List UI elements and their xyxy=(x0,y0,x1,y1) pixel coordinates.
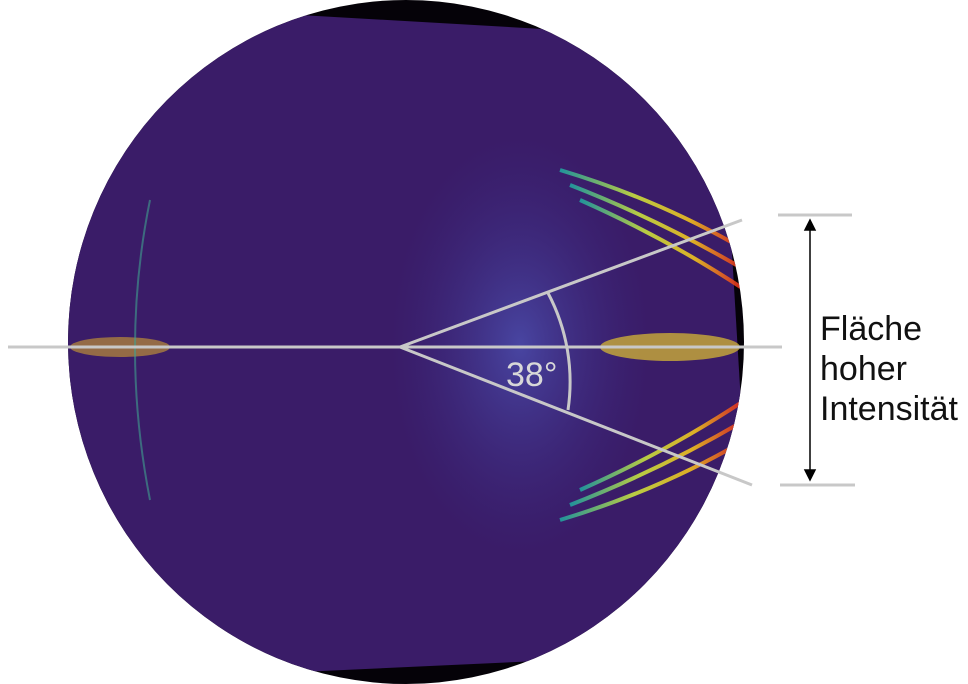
annotation-line: hoher xyxy=(820,350,907,388)
guide-lines xyxy=(8,213,855,487)
annotation-line: Fläche xyxy=(820,310,922,348)
dimension-arrow xyxy=(803,218,817,482)
angle-label: 38° xyxy=(506,356,557,394)
annotation-line: Intensität xyxy=(820,390,959,428)
intensity-map xyxy=(68,0,744,684)
